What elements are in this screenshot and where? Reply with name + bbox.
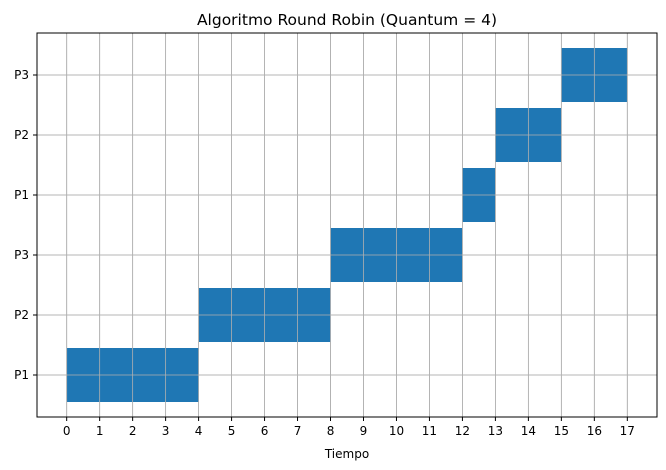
x-tick-label: 12 <box>455 424 470 438</box>
y-tick-label: P2 <box>14 308 29 322</box>
bars-layer <box>66 48 628 402</box>
chart-title: Algoritmo Round Robin (Quantum = 4) <box>197 11 497 29</box>
y-tick-label: P1 <box>14 188 29 202</box>
x-tick-label: 17 <box>620 424 635 438</box>
plot-frame <box>36 32 658 418</box>
x-tick-label: 3 <box>162 424 170 438</box>
x-tick-label: 6 <box>261 424 269 438</box>
x-tick-label: 4 <box>195 424 203 438</box>
y-axis: P1 P2 P3 P1 P2 P3 <box>14 68 37 382</box>
x-tick-label: 14 <box>521 424 536 438</box>
x-tick-label: 8 <box>327 424 335 438</box>
x-tick-label: 11 <box>422 424 437 438</box>
x-axis-label: Tiempo <box>324 447 369 461</box>
x-tick-label: 13 <box>488 424 503 438</box>
x-axis: 0 1 2 3 4 5 6 7 8 9 10 11 12 13 14 15 16 17 <box>63 417 635 438</box>
x-tick-label: 10 <box>389 424 404 438</box>
x-tick-label: 1 <box>96 424 104 438</box>
x-tick-label: 2 <box>129 424 137 438</box>
x-tick-label: 9 <box>360 424 368 438</box>
y-tick-label: P2 <box>14 128 29 142</box>
y-tick-label: P1 <box>14 368 29 382</box>
x-tick-label: 16 <box>587 424 602 438</box>
grid-overlay <box>37 33 657 417</box>
x-tick-label: 0 <box>63 424 71 438</box>
x-tick-label: 15 <box>554 424 569 438</box>
x-tick-label: 7 <box>294 424 302 438</box>
y-tick-label: P3 <box>14 68 29 82</box>
x-tick-label: 5 <box>228 424 236 438</box>
y-tick-label: P3 <box>14 248 29 262</box>
